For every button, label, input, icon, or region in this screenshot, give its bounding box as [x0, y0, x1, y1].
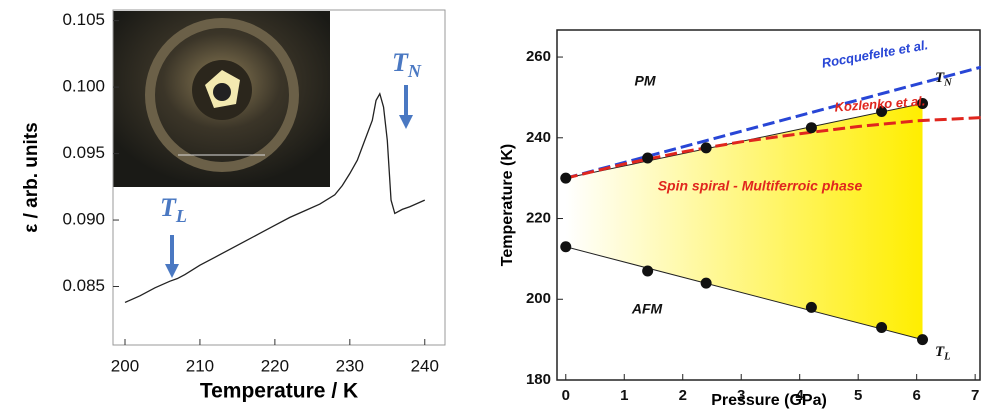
x-tick-label: 220 [261, 356, 289, 375]
data-point [642, 265, 654, 277]
annotation-sub: N [407, 61, 422, 81]
x-tick-label: 0 [562, 387, 570, 404]
data-point [917, 334, 929, 346]
data-point [560, 172, 572, 184]
line-label-sub: L [943, 352, 950, 363]
x-tick-label: 7 [971, 387, 979, 404]
plot-frame [112, 9, 446, 346]
annotation-main: T [160, 193, 177, 222]
y-tick-label: 260 [526, 48, 551, 65]
fit-line [565, 102, 923, 179]
y-tick-label: 0.095 [62, 143, 105, 162]
y-tick-label: 200 [526, 290, 551, 307]
y-tick-label: 220 [526, 209, 551, 226]
data-point [642, 152, 654, 164]
fit-line [565, 246, 923, 341]
x-tick-label: 5 [854, 387, 862, 404]
arrow-head [399, 115, 413, 129]
x-tick-label: 3 [737, 387, 745, 404]
x-tick-label: 200 [111, 356, 139, 375]
region-label: AFM [631, 301, 663, 317]
x-tick-label: 2 [679, 387, 687, 404]
phase-region [565, 103, 923, 340]
y-tick-label: 0.085 [62, 276, 105, 295]
x-tick-label: 240 [411, 356, 439, 375]
x-tick-label: 4 [796, 387, 805, 404]
data-line [124, 92, 426, 304]
region-label: Spin spiral - Multiferroic phase [658, 178, 863, 194]
line-label: TL [935, 344, 951, 362]
x-axis-label: Temperature / K [200, 380, 358, 403]
x-tick-label: 6 [912, 387, 920, 404]
y-tick-label: 0.090 [62, 210, 105, 229]
x-tick-label: 210 [186, 356, 214, 375]
y-tick-label: 0.100 [62, 77, 105, 96]
region-label: PM [635, 73, 656, 89]
y-axis-label: Temperature (K) [499, 144, 516, 266]
data-point [560, 241, 572, 253]
data-point [917, 97, 929, 109]
annotation: TN [392, 48, 422, 81]
annotation: TL [160, 193, 187, 226]
plot-frame [556, 29, 981, 381]
y-tick-label: 240 [526, 129, 551, 146]
y-tick-label: 180 [526, 371, 551, 388]
data-point [700, 142, 712, 154]
series-label: Rocquefelte et al. [821, 37, 930, 70]
y-axis-label: ε / arb. units [21, 122, 42, 232]
series-label: Kozlenko et al. [834, 93, 926, 114]
x-tick-label: 1 [620, 387, 628, 404]
x-tick-label: 230 [336, 356, 364, 375]
annotation-main: T [392, 48, 409, 77]
data-point [700, 277, 712, 289]
data-point [805, 301, 817, 313]
line-label: TN [935, 70, 952, 88]
arrow-head [165, 264, 179, 278]
annotation-sub: L [175, 206, 187, 226]
line-label-sub: N [943, 78, 952, 89]
x-axis-label: Pressure (GPa) [711, 392, 827, 409]
line-label-main: T [935, 70, 945, 86]
data-point [876, 106, 888, 118]
dashed-line [565, 116, 981, 180]
data-point [805, 122, 817, 134]
inset-photo [113, 11, 330, 187]
data-point [876, 322, 888, 334]
y-tick-label: 0.105 [62, 10, 105, 29]
dashed-line [565, 65, 981, 180]
line-label-main: T [935, 344, 945, 360]
